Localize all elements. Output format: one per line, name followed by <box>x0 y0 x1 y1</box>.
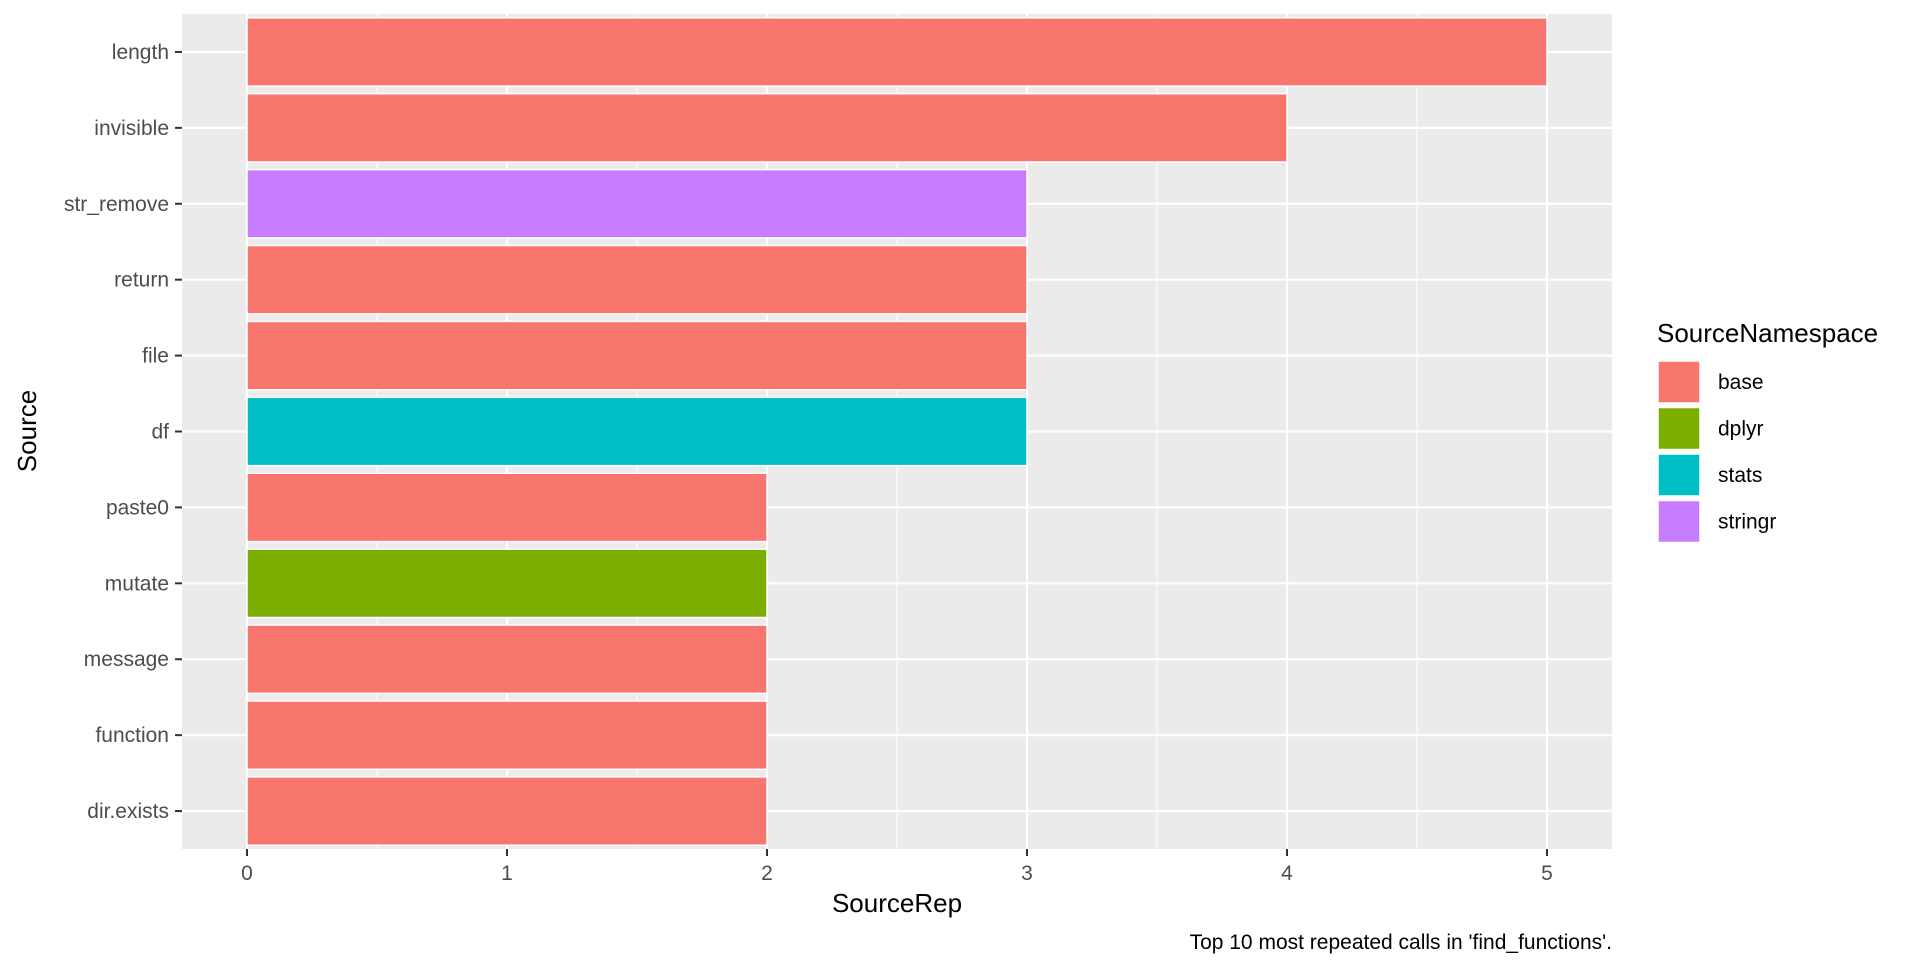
legend-swatch-stringr <box>1657 499 1701 544</box>
x-axis: 0 1 2 3 4 5 <box>241 849 1553 885</box>
bar-file <box>246 320 1028 391</box>
legend-label-stringr: stringr <box>1718 511 1776 534</box>
bar-dir.exists <box>246 776 768 846</box>
y-tick-label: df <box>151 421 169 444</box>
bar-return <box>246 244 1028 315</box>
legend: SourceNamespace base dplyr stats stringr <box>1657 318 1878 544</box>
legend-label-base: base <box>1718 371 1764 394</box>
legend-swatch-stats <box>1657 453 1701 497</box>
y-tick-label: length <box>112 41 169 64</box>
y-tick-label: file <box>142 345 169 368</box>
y-tick-label: return <box>114 269 169 292</box>
bar-str_remove <box>246 168 1028 239</box>
y-tick-label: str_remove <box>64 193 169 216</box>
bar-length <box>246 17 1548 87</box>
bar-invisible <box>246 92 1288 163</box>
legend-title: SourceNamespace <box>1657 318 1878 348</box>
y-tick-label: function <box>95 724 169 747</box>
y-tick-label: dir.exists <box>87 800 169 823</box>
y-tick-label: message <box>84 648 169 671</box>
y-axis-title: Source <box>12 390 42 472</box>
bars <box>246 17 1548 846</box>
bar-paste0 <box>246 472 768 543</box>
bar-df <box>246 396 1028 467</box>
y-tick-label: mutate <box>105 572 169 595</box>
x-tick-label: 1 <box>501 862 513 885</box>
y-tick-label: invisible <box>94 117 169 140</box>
y-tick-label: paste0 <box>106 496 169 519</box>
x-tick-label: 3 <box>1021 862 1033 885</box>
legend-label-dplyr: dplyr <box>1718 418 1764 441</box>
x-tick-label: 5 <box>1541 862 1553 885</box>
bar-function <box>246 700 768 771</box>
x-axis-title: SourceRep <box>832 888 962 918</box>
x-tick-label: 4 <box>1281 862 1293 885</box>
bar-message <box>246 624 768 695</box>
x-tick-label: 2 <box>761 862 773 885</box>
legend-label-stats: stats <box>1718 464 1762 487</box>
bar-mutate <box>246 548 768 619</box>
legend-swatch-dplyr <box>1657 406 1701 451</box>
x-tick-label: 0 <box>241 862 253 885</box>
legend-swatch-base <box>1657 360 1701 404</box>
caption: Top 10 most repeated calls in 'find_func… <box>1190 931 1612 954</box>
